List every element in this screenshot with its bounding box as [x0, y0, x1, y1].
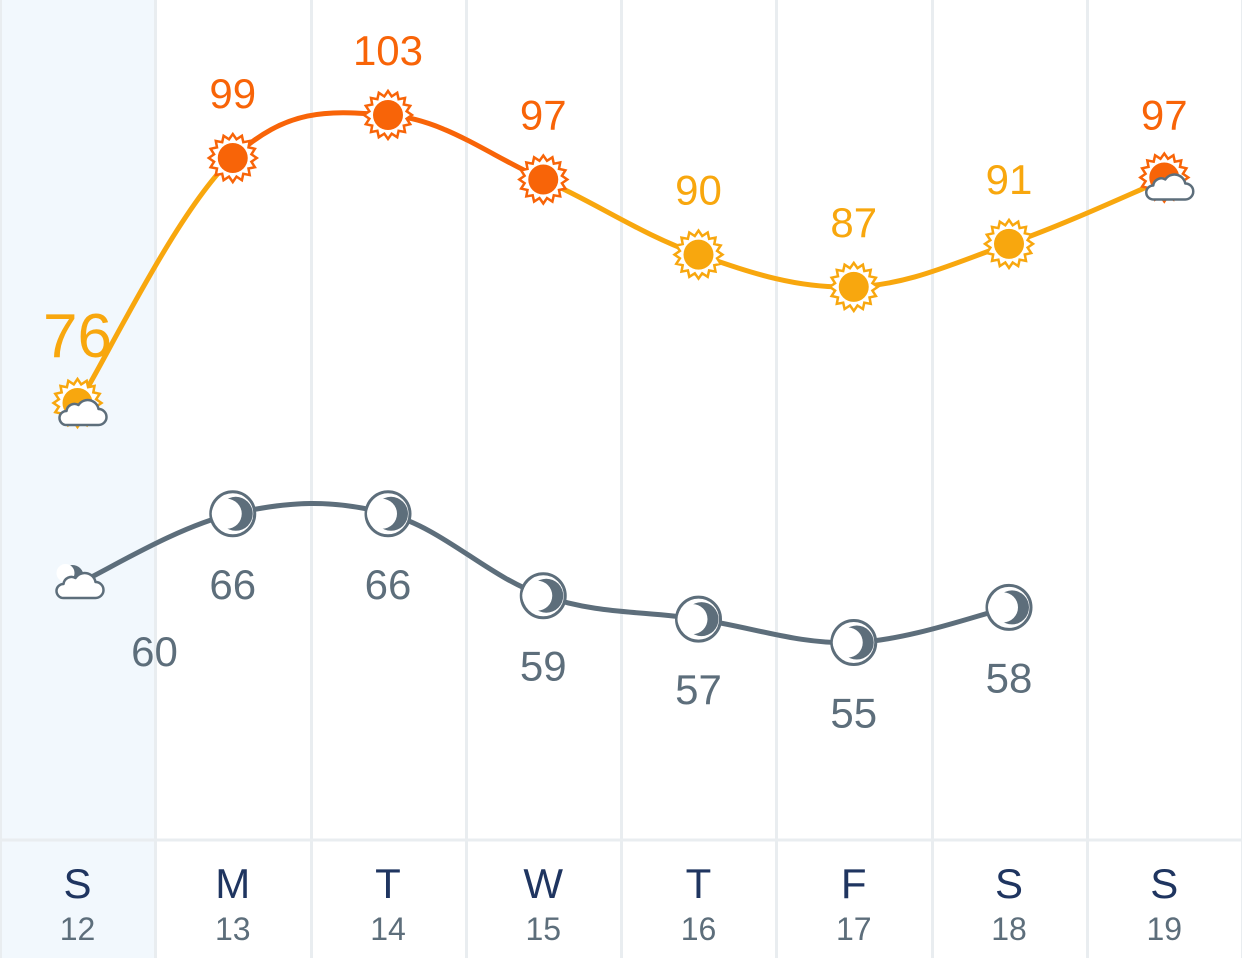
- sun-icon: [982, 217, 1036, 271]
- day-date-label: 14: [370, 911, 406, 947]
- low-temp-label: 57: [675, 666, 722, 713]
- high-temp-line-segment: [75, 155, 236, 408]
- low-temp-label: 55: [830, 690, 877, 737]
- high-temp-label: 97: [1141, 91, 1188, 138]
- sun-core: [217, 142, 248, 173]
- day-of-week-label: W: [523, 860, 563, 907]
- cloud-shape: [55, 571, 105, 600]
- day-of-week-label: F: [841, 860, 867, 907]
- moon-icon: [985, 583, 1033, 631]
- moon-icon: [209, 490, 257, 538]
- day-date-label: 12: [60, 911, 96, 947]
- sun-core: [994, 228, 1024, 259]
- low-temp-label: 66: [365, 561, 412, 608]
- day-axis: S 12 M 13 T 14 W 15 T 16 F 17 S 18 S 19: [60, 860, 1182, 947]
- moon-icon: [830, 619, 878, 666]
- temperature-labels: 76 99 103 97 90 87 91 97 60 66 66 59 57 55 58: [43, 27, 1188, 736]
- high-temp-label: 103: [353, 27, 423, 74]
- hot-sun-icon: [517, 153, 570, 206]
- moon-icon: [519, 572, 567, 620]
- day-date-label: 13: [215, 911, 251, 947]
- high-temp-label: 87: [830, 199, 877, 246]
- sun-icon: [827, 260, 881, 314]
- chart-background: [0, 0, 156, 958]
- low-temp-label: 66: [209, 561, 256, 608]
- partly-cloudy-sun-icon: [51, 376, 108, 430]
- cloud-shape: [1145, 173, 1195, 201]
- low-temp-label: 60: [131, 628, 178, 675]
- moon-crescent-mask: [211, 498, 242, 529]
- sun-icon: [672, 228, 725, 281]
- moon-crescent-mask: [367, 498, 397, 529]
- moon-icon: [675, 595, 722, 643]
- day-of-week-label: S: [1150, 860, 1178, 907]
- hot-sun-icon: [361, 88, 415, 142]
- low-temp-label: 58: [986, 654, 1033, 701]
- high-temp-label: 76: [43, 302, 112, 371]
- moon-crescent-mask: [988, 592, 1018, 623]
- sun-core: [683, 239, 714, 270]
- moon-crescent-mask: [832, 627, 863, 658]
- sun-core: [373, 100, 403, 131]
- moon-icon: [364, 490, 412, 538]
- day-of-week-label: M: [215, 860, 250, 907]
- day-of-week-label: S: [995, 860, 1023, 907]
- weather-icons: [51, 88, 1195, 666]
- low-temp-label: 59: [520, 643, 567, 690]
- partly-cloudy-hot-sun-icon: [1138, 151, 1195, 204]
- day-date-label: 17: [836, 911, 872, 947]
- day-date-label: 15: [525, 911, 561, 947]
- moon-crescent-mask: [677, 604, 708, 635]
- sun-core: [838, 271, 869, 302]
- high-temp-label: 91: [986, 156, 1033, 203]
- cloud-shape: [58, 398, 108, 427]
- day-of-week-label: S: [63, 860, 91, 907]
- day-date-label: 18: [991, 911, 1027, 947]
- high-temp-label: 99: [209, 70, 256, 117]
- moon-crescent-mask: [522, 580, 553, 611]
- hot-sun-icon: [206, 131, 260, 185]
- day-date-label: 16: [681, 911, 717, 947]
- sun-core: [528, 164, 559, 195]
- high-temp-label: 97: [520, 91, 567, 138]
- day-date-label: 19: [1146, 911, 1182, 947]
- partly-cloudy-night-icon: [55, 564, 105, 600]
- day-of-week-label: T: [375, 860, 401, 907]
- today-column-highlight: [0, 0, 156, 958]
- high-temp-label: 90: [675, 167, 722, 214]
- day-of-week-label: T: [686, 860, 712, 907]
